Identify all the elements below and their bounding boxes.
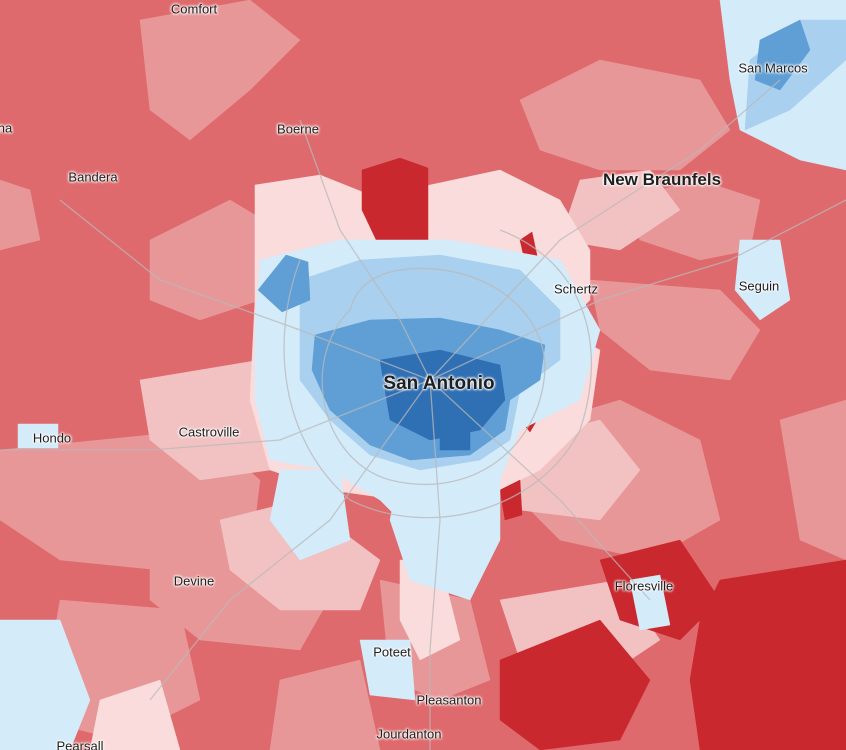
place-label-seguin[interactable]: Seguin [738,278,780,294]
place-label-jourdanton[interactable]: Jourdanton [376,726,442,742]
place-label-san-marcos[interactable]: San Marcos [738,60,808,76]
highway-road [321,267,546,485]
precinct-region [139,359,271,481]
precinct-region [89,679,181,750]
place-label-devine[interactable]: Devine [173,573,215,589]
place-label-bottom-edge[interactable]: Pearsall [56,738,104,750]
precinct-region [0,179,41,251]
place-label-bandera[interactable]: Bandera [68,169,118,185]
precinct-region [754,19,811,91]
place-label-left-edge[interactable]: na [0,120,13,136]
highway-road [59,199,431,381]
highway-road [429,79,781,381]
precinct-region [439,414,471,451]
highway-road [0,379,431,451]
place-label-hondo[interactable]: Hondo [32,430,72,446]
precinct-region [17,423,59,449]
place-label-san-antonio[interactable]: San Antonio [383,373,495,394]
precinct-region [734,239,791,321]
precinct-region [519,59,731,171]
place-label-poteet[interactable]: Poteet [373,644,411,660]
highway-road [283,229,592,519]
place-label-pleasanton[interactable]: Pleasanton [416,692,482,708]
place-label-floresville[interactable]: Floresville [614,578,674,594]
highway-road [429,199,846,381]
precinct-region [139,0,301,141]
place-label-schertz[interactable]: Schertz [553,281,599,297]
highway-network [0,79,846,750]
highway-road [429,379,441,750]
precinct-region [269,469,351,561]
place-label-boerne[interactable]: Boerne [277,121,319,137]
precinct-region [499,479,523,521]
highway-road [429,379,651,601]
precinct-region [779,399,846,561]
place-label-new-braunfels[interactable]: New Braunfels [602,170,722,189]
precinct-region [499,619,651,750]
highway-road [299,119,431,381]
place-label-comfort[interactable]: Comfort [170,1,218,17]
place-label-castroville[interactable]: Castroville [178,424,240,440]
precinct-region [359,639,416,701]
precinct-region [389,469,501,601]
highway-road [149,379,431,701]
precinct-region [0,619,91,750]
precinct-region [269,659,381,750]
